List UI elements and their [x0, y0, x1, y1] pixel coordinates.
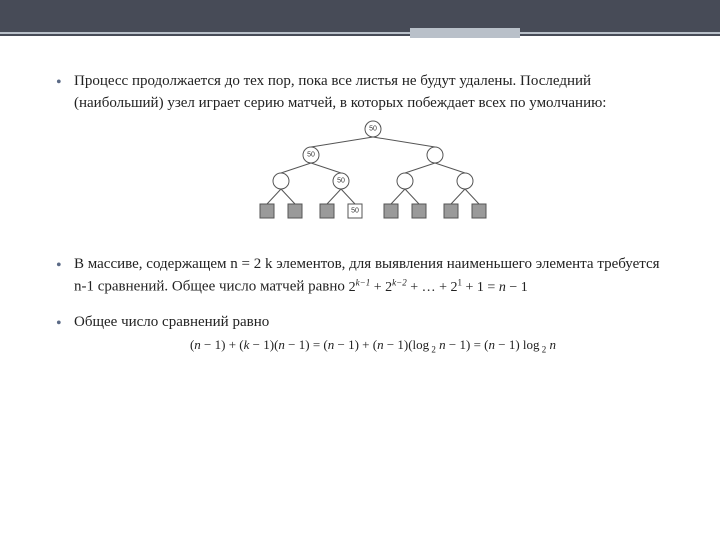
bullet-1: Процесс продолжается до тех пор, пока вс…: [56, 71, 672, 254]
f-rtail: − 1: [506, 280, 528, 295]
f-dots: + … +: [410, 280, 450, 295]
slide-header-bar: [0, 0, 720, 36]
formula-comparisons: (n − 1) + (k − 1)(n − 1) = (n − 1) + (n …: [74, 336, 672, 357]
slide-content: Процесс продолжается до тех пор, пока вс…: [0, 36, 720, 371]
bullet-list: Процесс продолжается до тех пор, пока вс…: [56, 71, 672, 371]
formula-matches: 2k−1 + 2k−2 + … + 21 + 1 = n − 1: [349, 280, 528, 295]
f-2a: 2: [349, 280, 356, 295]
svg-text:50: 50: [307, 151, 315, 158]
bullet-3: Общее число сравнений равно (n − 1) + (k…: [56, 312, 672, 370]
f-ka: k−1: [356, 277, 371, 287]
bullet-1-text: Процесс продолжается до тех пор, пока вс…: [74, 73, 606, 111]
svg-text:50: 50: [351, 207, 359, 214]
svg-text:50: 50: [369, 125, 377, 132]
f-n: n: [499, 280, 506, 295]
tree-diagram: 50 50 50 50: [74, 117, 672, 235]
f-tail: + 1 =: [466, 280, 499, 295]
f-kb: k−2: [392, 277, 407, 287]
tournament-tree-svg: 50 50 50 50: [233, 117, 513, 227]
f-kc: 1: [458, 277, 463, 287]
svg-text:50: 50: [337, 177, 345, 184]
bullet-2: В массиве, содержащем n = 2 k элементов,…: [56, 254, 672, 312]
bullet-3-text: Общее число сравнений равно: [74, 314, 269, 330]
f-2c: 2: [451, 280, 458, 295]
